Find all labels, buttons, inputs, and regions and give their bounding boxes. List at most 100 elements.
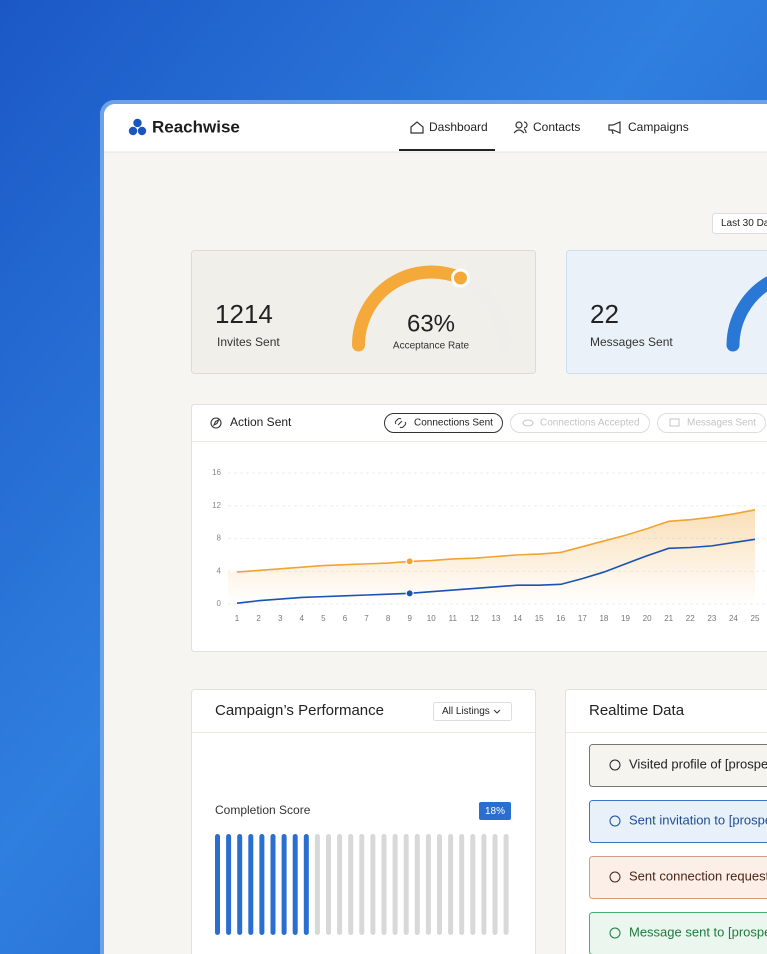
meter-bar	[348, 834, 354, 935]
chevron	[493, 709, 501, 714]
x-tick-label: 13	[492, 614, 501, 623]
feed-icon	[609, 759, 621, 771]
feed-item	[589, 912, 767, 954]
date-filter[interactable]: Last 30 Days	[721, 218, 767, 229]
feed-icon	[609, 815, 621, 827]
meter-bar	[470, 834, 476, 935]
filter[interactable]: Connections Sent	[414, 418, 493, 429]
feed-icon	[609, 927, 621, 939]
meter-bar	[259, 834, 265, 935]
score-meter	[215, 834, 509, 935]
stat-value: 1214	[215, 299, 273, 329]
x-tick-label: 19	[621, 614, 630, 623]
gauge	[352, 265, 511, 352]
x-tick-label: 14	[513, 614, 522, 623]
nav-icons	[410, 121, 621, 135]
x-tick-label: 23	[707, 614, 716, 623]
filter-pill[interactable]	[657, 413, 766, 433]
meter-bar	[359, 834, 365, 935]
filter-pill[interactable]	[510, 413, 650, 433]
x-tick-label: 22	[686, 614, 695, 623]
gauge-value: 63%	[407, 310, 455, 337]
score-label: Completion Score	[215, 803, 311, 817]
x-tick-label: 7	[364, 614, 369, 623]
stat-card	[566, 250, 767, 374]
point	[405, 557, 414, 566]
meter-bar	[292, 834, 298, 935]
realtime-feed: Visited profile of [prospect] Sent invita…	[589, 744, 767, 954]
meter-bar	[226, 834, 232, 935]
meter-bar	[303, 834, 309, 935]
meter-bar	[414, 834, 420, 935]
meter-bar	[459, 834, 465, 935]
x-tick-label: 12	[470, 614, 479, 623]
filter[interactable]: Connections Accepted	[540, 418, 640, 429]
nav-underline	[399, 149, 495, 151]
x-tick-label: 21	[664, 614, 673, 623]
meter-bar	[326, 834, 331, 935]
score-badge	[479, 802, 511, 820]
x-tick-label: 1	[235, 614, 240, 623]
feed-text: Sent connection request to [prospect]	[629, 868, 767, 883]
meter-bar	[403, 834, 409, 935]
nav-item[interactable]: Contacts	[533, 120, 580, 134]
x-tick-label: 10	[427, 614, 436, 623]
link-icon	[394, 417, 407, 429]
feed-text: Visited profile of [prospect]	[629, 756, 767, 771]
feed-item	[589, 856, 767, 899]
chart-title: Action Sent	[230, 415, 292, 429]
y-tick-label: 8	[217, 534, 222, 543]
stat-label: Messages Sent	[590, 335, 673, 349]
date-filter-button[interactable]	[712, 213, 767, 234]
x-tick-label: 2	[256, 614, 261, 623]
x-tick-label: 25	[751, 614, 760, 623]
message-icon	[669, 418, 680, 427]
x-tick-label: 24	[729, 614, 738, 623]
x-tick-label: 8	[386, 614, 391, 623]
score-value: 18%	[485, 806, 505, 817]
meter-bar	[492, 834, 498, 935]
x-tick-label: 20	[643, 614, 652, 623]
meter-bar	[281, 834, 287, 935]
dropdown-label[interactable]: All Listings	[442, 706, 490, 717]
x-tick-label: 11	[449, 614, 458, 623]
dropdown[interactable]	[433, 702, 512, 721]
filter[interactable]: Messages Sent	[687, 418, 756, 429]
meter-bar	[248, 834, 254, 935]
meter-bar	[437, 834, 442, 935]
stat-label: Invites Sent	[217, 335, 280, 349]
meter-bar	[425, 834, 431, 935]
x-tick-label: 9	[407, 614, 412, 623]
meter-bar	[370, 834, 376, 935]
gauge-knob	[450, 268, 470, 288]
meter-bar	[392, 834, 398, 935]
x-tick-label: 18	[599, 614, 608, 623]
logo	[128, 118, 147, 136]
nav-item[interactable]: Campaigns	[628, 120, 689, 134]
stat-value: 22	[590, 299, 619, 329]
meter-bar	[337, 834, 343, 935]
x-tick-label: 16	[556, 614, 565, 623]
chart-icon	[210, 417, 222, 429]
nav-item[interactable]: Dashboard	[429, 120, 488, 134]
meter-bar	[314, 834, 320, 935]
y-tick-label: 0	[217, 599, 222, 608]
card-title: Campaign’s Performance	[215, 702, 384, 719]
meter-bar	[481, 834, 487, 935]
brand: Reachwise	[152, 117, 240, 136]
meter-bar	[237, 834, 243, 935]
filter-pill[interactable]	[384, 413, 503, 433]
point	[405, 589, 414, 598]
feed-text: Message sent to [prospect]	[629, 924, 767, 939]
x-tick-label: 4	[300, 614, 305, 623]
meter-bar	[270, 834, 276, 935]
meter-bar	[503, 834, 509, 935]
x-tick-label: 6	[343, 614, 348, 623]
x-tick-label: 5	[321, 614, 326, 623]
feed-item	[589, 744, 767, 787]
line	[236, 538, 756, 604]
meter-bar	[215, 834, 220, 935]
feed-icon	[609, 871, 621, 883]
